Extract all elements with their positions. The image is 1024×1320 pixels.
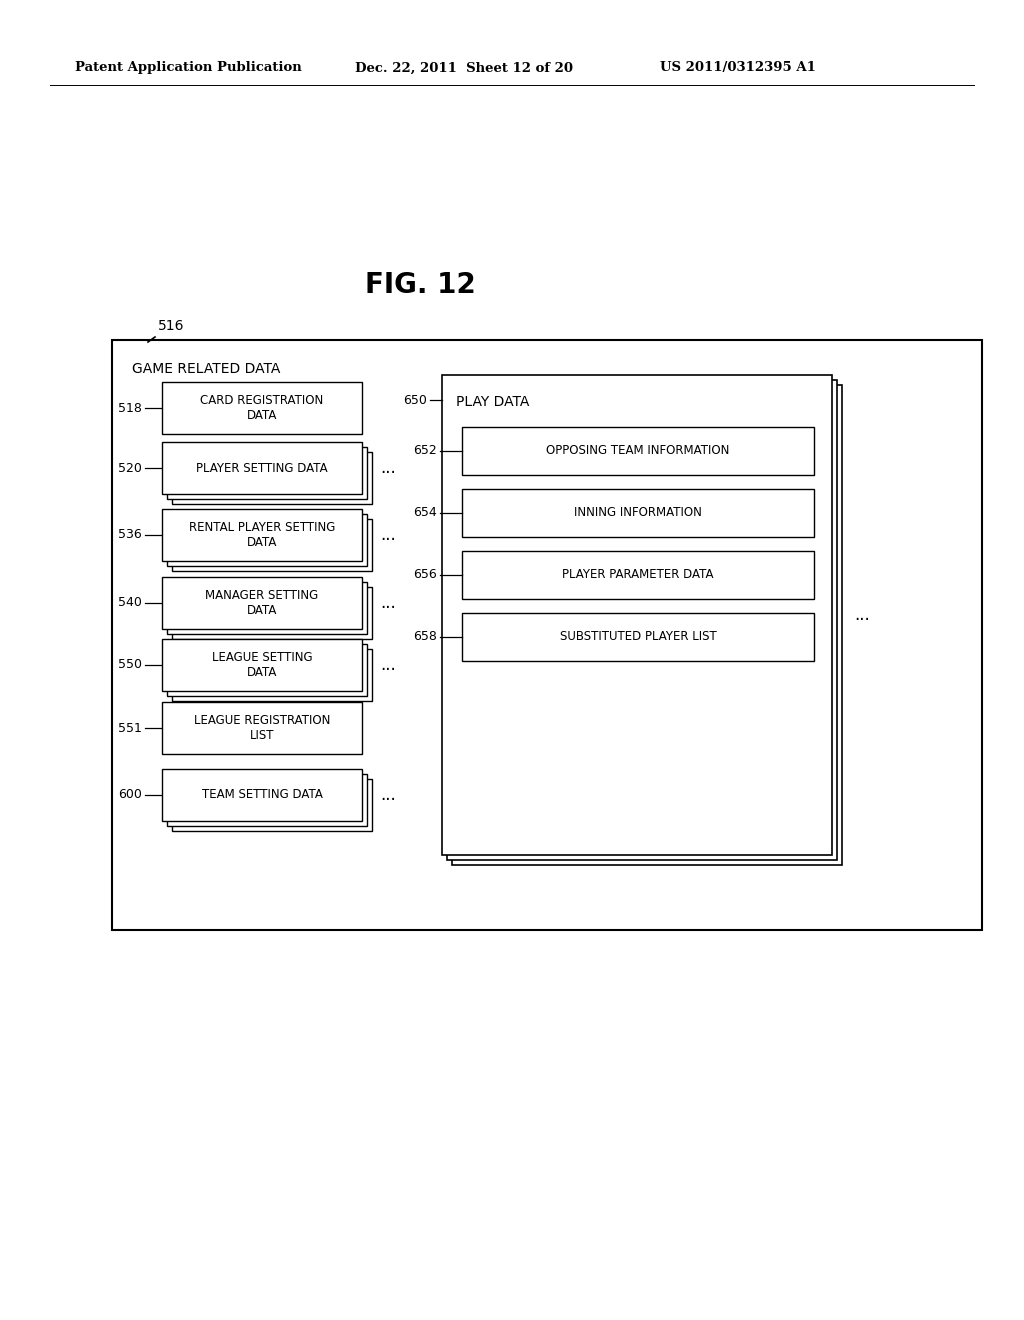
Bar (172, 587, 372, 639)
Text: 654: 654 (414, 507, 437, 520)
Bar (447, 380, 837, 861)
Bar (172, 779, 372, 832)
Bar (162, 770, 362, 821)
Text: 536: 536 (118, 528, 142, 541)
Text: FIG. 12: FIG. 12 (365, 271, 475, 300)
Bar (162, 577, 362, 630)
Text: ...: ... (380, 459, 395, 477)
Bar (462, 488, 814, 537)
Text: Dec. 22, 2011  Sheet 12 of 20: Dec. 22, 2011 Sheet 12 of 20 (355, 62, 573, 74)
Text: Patent Application Publication: Patent Application Publication (75, 62, 302, 74)
Text: INNING INFORMATION: INNING INFORMATION (574, 507, 701, 520)
Bar (167, 447, 367, 499)
Bar (442, 375, 831, 855)
Text: SUBSTITUTED PLAYER LIST: SUBSTITUTED PLAYER LIST (560, 631, 717, 644)
Text: 516: 516 (158, 319, 184, 333)
Bar (172, 649, 372, 701)
Text: MANAGER SETTING
DATA: MANAGER SETTING DATA (206, 589, 318, 616)
Text: 520: 520 (118, 462, 142, 474)
Bar (167, 513, 367, 566)
Text: 656: 656 (414, 569, 437, 582)
Bar (172, 519, 372, 572)
Text: 518: 518 (118, 401, 142, 414)
Bar (162, 510, 362, 561)
Text: ...: ... (380, 594, 395, 612)
Text: ...: ... (854, 606, 869, 624)
Text: 600: 600 (118, 788, 142, 801)
Text: 650: 650 (403, 393, 427, 407)
Bar (167, 644, 367, 696)
Text: 550: 550 (118, 659, 142, 672)
Bar (167, 774, 367, 826)
Text: PLAYER PARAMETER DATA: PLAYER PARAMETER DATA (562, 569, 714, 582)
Text: PLAYER SETTING DATA: PLAYER SETTING DATA (197, 462, 328, 474)
Text: CARD REGISTRATION
DATA: CARD REGISTRATION DATA (201, 393, 324, 422)
Bar (462, 550, 814, 599)
Text: LEAGUE SETTING
DATA: LEAGUE SETTING DATA (212, 651, 312, 678)
Text: GAME RELATED DATA: GAME RELATED DATA (132, 362, 281, 376)
Bar (162, 639, 362, 690)
Text: ...: ... (380, 785, 395, 804)
Bar (452, 385, 842, 865)
Bar (172, 451, 372, 504)
Bar (162, 702, 362, 754)
Text: RENTAL PLAYER SETTING
DATA: RENTAL PLAYER SETTING DATA (188, 521, 335, 549)
Text: 551: 551 (118, 722, 142, 734)
Text: 652: 652 (414, 445, 437, 458)
Bar (167, 582, 367, 634)
Text: ...: ... (380, 525, 395, 544)
Bar (162, 442, 362, 494)
Text: 540: 540 (118, 597, 142, 610)
Text: 658: 658 (413, 631, 437, 644)
Text: PLAY DATA: PLAY DATA (456, 395, 529, 409)
Bar (162, 381, 362, 434)
Text: TEAM SETTING DATA: TEAM SETTING DATA (202, 788, 323, 801)
Bar (462, 426, 814, 475)
Text: US 2011/0312395 A1: US 2011/0312395 A1 (660, 62, 816, 74)
Bar (462, 612, 814, 661)
Text: ...: ... (380, 656, 395, 675)
Text: LEAGUE REGISTRATION
LIST: LEAGUE REGISTRATION LIST (194, 714, 330, 742)
Bar (112, 341, 982, 931)
Text: OPPOSING TEAM INFORMATION: OPPOSING TEAM INFORMATION (547, 445, 730, 458)
